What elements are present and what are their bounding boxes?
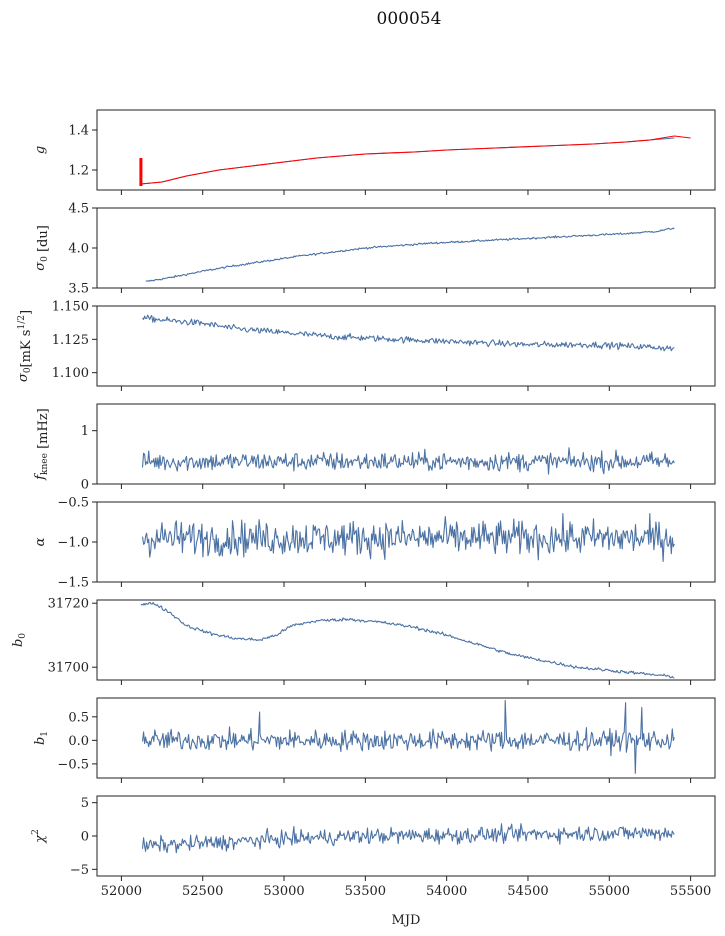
panel-3: 1.100 1.125 1.150 σ0[mK s1/2] xyxy=(16,300,716,391)
y-tick-label: 1.125 xyxy=(52,333,89,348)
panel-frame xyxy=(96,305,716,387)
y-tick-label: 0 xyxy=(81,478,89,493)
x-axis-label: MJD xyxy=(392,913,421,928)
series-line xyxy=(145,227,675,282)
y-tick-label: −5 xyxy=(70,863,89,878)
panel-frame xyxy=(96,109,716,191)
y-tick-label: 1.2 xyxy=(68,164,89,179)
trace-group xyxy=(140,601,675,679)
series-line xyxy=(142,314,675,352)
y-tick-label: 0.0 xyxy=(68,734,89,749)
series-line xyxy=(140,137,675,185)
y-axis-label: fknee [mHz] xyxy=(33,408,51,481)
y-label-reset: ] xyxy=(19,310,34,315)
y-tick-label: 4.0 xyxy=(68,242,89,257)
y-axis-label: b1 xyxy=(33,731,50,745)
x-tick-label: 53000 xyxy=(263,884,304,899)
panel-frame xyxy=(96,697,716,779)
trace-group xyxy=(145,227,675,282)
trace-group xyxy=(141,447,675,475)
trace-group xyxy=(141,823,675,854)
y-tick-label: 31720 xyxy=(48,597,89,612)
y-tick-label: 1.100 xyxy=(52,366,89,381)
series-line xyxy=(141,447,675,475)
series-line xyxy=(141,512,675,563)
y-tick-label: −1.5 xyxy=(57,576,89,591)
series-line xyxy=(141,823,675,854)
y-label-subscript: 0 xyxy=(23,367,33,373)
y-tick-label: 4.5 xyxy=(68,202,89,217)
y-tick-label: 1 xyxy=(81,424,89,439)
fit-line xyxy=(140,135,691,185)
panel-1: 1.2 1.4 g xyxy=(33,109,716,195)
y-label-subscript: 0 xyxy=(18,633,28,639)
y-tick-label: 5 xyxy=(81,796,89,811)
y-label-superscript: 1/2 xyxy=(17,315,27,329)
series-line xyxy=(140,601,675,679)
panel-frame xyxy=(96,599,716,681)
panel-2: 3.5 4.0 4.5 σ0 [du] xyxy=(33,202,716,297)
x-tick-label: 54500 xyxy=(507,884,548,899)
y-label-symbol: α xyxy=(33,537,48,546)
y-axis-label: σ0 [du] xyxy=(33,225,51,271)
y-label-unit: [mHz] xyxy=(36,408,51,453)
x-tick-label: 55000 xyxy=(589,884,630,899)
panel-frame xyxy=(96,403,716,485)
y-axis-label: σ0[mK s1/2] xyxy=(16,310,34,382)
y-label-unit: [du] xyxy=(36,225,51,256)
y-label-symbol: σ xyxy=(33,261,48,271)
y-label-symbol: σ xyxy=(16,372,31,382)
y-tick-label: −0.5 xyxy=(57,496,89,511)
y-tick-label: 1.4 xyxy=(68,124,89,139)
y-tick-label: 31700 xyxy=(48,661,89,676)
y-tick-label: 0 xyxy=(81,830,89,845)
panel-5: −1.5 −1.0 −0.5 α xyxy=(33,496,716,591)
y-axis-label: g xyxy=(33,146,48,154)
trace-group xyxy=(141,699,675,774)
x-tick-label: 52000 xyxy=(101,884,142,899)
y-label-symbol: f xyxy=(33,473,48,481)
x-tick-label: 55500 xyxy=(670,884,711,899)
y-label-symbol: b xyxy=(33,737,48,745)
panels-group: 1.21.4g3.54.04.5σ0 [du]1.1001.1251.150σ0… xyxy=(11,109,716,899)
series-line xyxy=(141,699,675,774)
panel-8: −5 0 5 52000 52500 53000 53500 54000 54500 55000 5… xyxy=(31,795,716,899)
y-tick-label: 0.5 xyxy=(68,710,89,725)
y-tick-label: −0.5 xyxy=(57,757,89,772)
y-axis-label: α xyxy=(33,537,48,546)
x-tick-label: 52500 xyxy=(182,884,223,899)
panel-frame xyxy=(96,207,716,289)
x-tick-label: 53500 xyxy=(345,884,386,899)
y-label-subscript: 1 xyxy=(40,731,50,737)
y-label-symbol: b xyxy=(11,639,26,647)
panel-4: 0 1 fknee [mHz] xyxy=(33,403,716,493)
y-tick-label: 3.5 xyxy=(68,282,89,297)
y-axis-label: χ2 xyxy=(31,829,48,844)
y-label-unit: [mK s xyxy=(19,330,34,368)
x-tick-label: 54000 xyxy=(426,884,467,899)
y-label-subscript: 0 xyxy=(40,256,50,262)
y-label-symbol: χ xyxy=(33,834,48,844)
y-label-symbol: g xyxy=(33,146,48,154)
y-tick-label: −1.0 xyxy=(57,536,89,551)
panel-6: 31700 31720 b0 xyxy=(11,597,716,685)
y-axis-label: b0 xyxy=(11,633,28,647)
trace-group xyxy=(141,512,675,563)
trace-group xyxy=(142,314,675,352)
y-label-superscript: 2 xyxy=(31,829,41,835)
trace-group xyxy=(139,135,691,186)
panel-frame xyxy=(96,795,716,877)
y-tick-label: 1.150 xyxy=(52,300,89,315)
panel-7: −0.5 0.0 0.5 b1 xyxy=(33,697,716,783)
y-label-subscript: knee xyxy=(40,453,50,475)
figure-title: 000054 xyxy=(377,9,442,29)
